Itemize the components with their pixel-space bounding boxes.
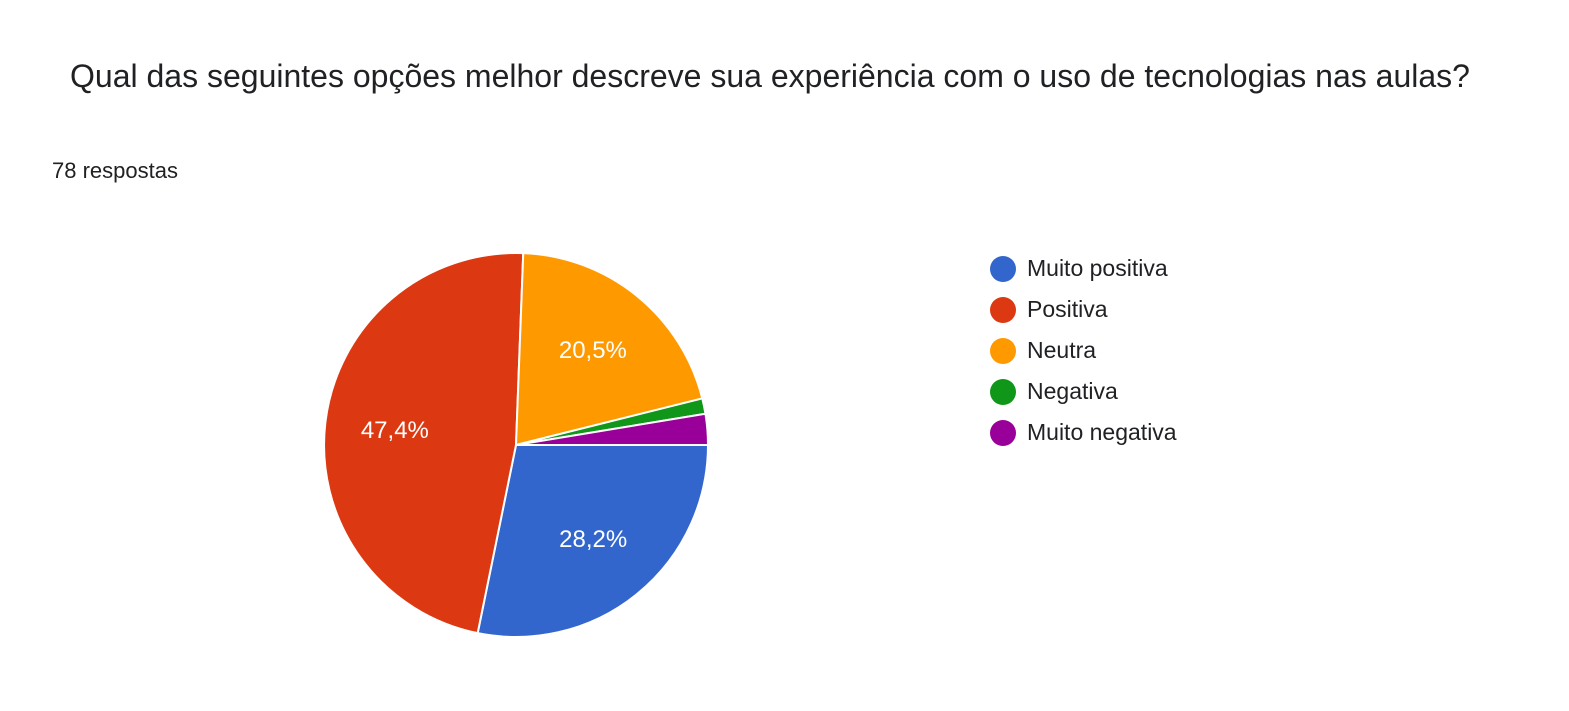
pie-slice-muito-negativa[interactable] — [515, 412, 710, 446]
slice-label-neutra: 20,5% — [559, 337, 627, 364]
legend-label: Negativa — [1027, 378, 1118, 404]
legend-label: Muito positiva — [1027, 255, 1168, 281]
pie-slices — [323, 252, 710, 638]
legend-item-negativa[interactable]: Negativa — [990, 371, 1177, 412]
pie-slice-positiva[interactable] — [323, 252, 525, 635]
pie-labels: 28,2% 47,4% 20,5% — [361, 337, 627, 553]
legend-label: Neutra — [1027, 337, 1097, 363]
chart-legend: Muito positiva Positiva Neutra Negativa Muit… — [990, 248, 1177, 453]
legend-item-muito-negativa[interactable]: Muito negativa — [990, 412, 1177, 453]
legend-label: Positiva — [1027, 296, 1108, 322]
slice-label-muito-positiva: 28,2% — [559, 526, 627, 553]
legend-item-positiva[interactable]: Positiva — [990, 289, 1177, 330]
legend-label: Muito negativa — [1027, 419, 1177, 445]
slice-label-positiva: 47,4% — [361, 417, 429, 444]
legend-swatch-muito-negativa — [990, 419, 1016, 446]
response-count: 78 respostas — [52, 158, 178, 183]
legend-swatch-positiva — [990, 296, 1016, 323]
legend-item-muito-positiva[interactable]: Muito positiva — [990, 248, 1177, 289]
legend-swatch-muito-positiva — [990, 255, 1016, 282]
question-title: Qual das seguintes opções melhor descrev… — [70, 58, 1470, 94]
legend-swatch-neutra — [990, 337, 1016, 364]
legend-swatch-negativa — [990, 378, 1016, 405]
legend-item-neutra[interactable]: Neutra — [990, 330, 1177, 371]
pie-slice-neutra[interactable] — [514, 252, 704, 447]
pie-slice-muito-positiva[interactable] — [476, 444, 710, 638]
